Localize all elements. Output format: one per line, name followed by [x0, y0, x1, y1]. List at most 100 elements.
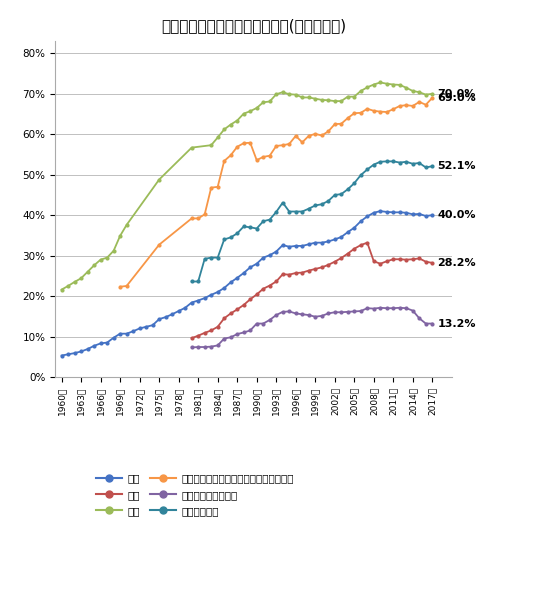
白人 — [247, 296, 253, 303]
アメリカンインディアン・アラスカなど — [117, 283, 123, 290]
アメリカンインディアン・アラスカなど — [344, 114, 351, 121]
ヒスパニック — [403, 158, 409, 166]
アメリカンインディアン・アラスカなど — [409, 102, 416, 110]
白人 — [351, 245, 358, 252]
アメリカンインディアン・アラスカなど — [299, 139, 306, 146]
アメリカンインディアン・アラスカなど — [214, 183, 221, 190]
ヒスパニック — [332, 191, 338, 198]
アジア・太平洋諸国 — [195, 343, 202, 350]
アジア・太平洋諸国 — [221, 335, 228, 342]
ヒスパニック — [228, 234, 234, 241]
ヒスパニック — [312, 202, 318, 209]
アジア・太平洋諸国 — [286, 308, 293, 315]
アメリカンインディアン・アラスカなど — [416, 98, 423, 105]
黒人 — [71, 279, 78, 286]
アメリカンインディアン・アラスカなど — [390, 105, 397, 112]
アジア・太平洋諸国 — [423, 320, 429, 327]
黒人 — [286, 91, 293, 98]
ヒスパニック — [429, 163, 436, 170]
ヒスパニック — [397, 159, 403, 166]
全体 — [370, 209, 377, 216]
アメリカンインディアン・アラスカなど — [247, 139, 253, 146]
アジア・太平洋諸国 — [409, 307, 416, 314]
黒人 — [305, 94, 312, 101]
アジア・太平洋諸国 — [299, 311, 306, 318]
白人 — [267, 282, 273, 289]
アメリカンインディアン・アラスカなど — [429, 94, 436, 101]
黒人 — [364, 84, 371, 91]
全体 — [429, 211, 436, 219]
アジア・太平洋諸国 — [332, 309, 338, 316]
アメリカンインディアン・アラスカなど — [383, 108, 390, 115]
アメリカンインディアン・アラスカなど — [377, 108, 383, 115]
アメリカンインディアン・アラスカなど — [260, 153, 267, 160]
白人 — [273, 278, 279, 285]
アジア・太平洋諸国 — [234, 330, 240, 337]
黒人 — [423, 91, 429, 98]
ヒスパニック — [338, 191, 344, 198]
白人 — [221, 315, 228, 322]
黒人 — [58, 286, 65, 293]
アメリカンインディアン・アラスカなど — [364, 105, 371, 112]
ヒスパニック — [344, 186, 351, 193]
黒人 — [221, 126, 228, 133]
白人 — [305, 267, 312, 274]
Line: 黒人: 黒人 — [60, 81, 434, 292]
白人 — [279, 271, 286, 278]
アジア・太平洋諸国 — [364, 305, 371, 312]
Text: 52.1%: 52.1% — [437, 161, 476, 171]
白人 — [383, 258, 390, 265]
Text: 40.0%: 40.0% — [437, 210, 476, 220]
アジア・太平洋諸国 — [188, 344, 195, 351]
黒人 — [383, 80, 390, 87]
黒人 — [247, 108, 253, 115]
Line: 全体: 全体 — [60, 209, 434, 358]
黒人 — [318, 97, 325, 104]
白人 — [403, 256, 409, 263]
黒人 — [104, 254, 110, 261]
黒人 — [344, 93, 351, 100]
Text: 13.2%: 13.2% — [437, 319, 476, 329]
ヒスパニック — [351, 180, 358, 187]
アジア・太平洋諸国 — [279, 308, 286, 315]
ヒスパニック — [240, 223, 247, 230]
アメリカンインディアン・アラスカなど — [338, 120, 344, 127]
ヒスパニック — [221, 236, 228, 243]
白人 — [214, 323, 221, 330]
アメリカンインディアン・アラスカなど — [188, 215, 195, 222]
白人 — [260, 285, 267, 292]
白人 — [364, 239, 371, 246]
アメリカンインディアン・アラスカなど — [286, 140, 293, 147]
白人 — [332, 258, 338, 265]
アメリカンインディアン・アラスカなど — [325, 128, 332, 135]
アジア・太平洋諸国 — [312, 313, 318, 320]
白人 — [188, 335, 195, 342]
全体 — [58, 352, 65, 359]
全体 — [149, 322, 156, 329]
アメリカンインディアン・アラスカなど — [201, 211, 208, 218]
ヒスパニック — [325, 197, 332, 204]
黒人 — [240, 110, 247, 117]
アジア・太平洋諸国 — [429, 320, 436, 327]
白人 — [397, 256, 403, 263]
黒人 — [65, 282, 72, 289]
アメリカンインディアン・アラスカなど — [312, 130, 318, 137]
黒人 — [351, 93, 358, 100]
アジア・太平洋諸国 — [293, 310, 299, 317]
アメリカンインディアン・アラスカなど — [253, 157, 260, 164]
黒人 — [156, 176, 163, 183]
アメリカンインディアン・アラスカなど — [318, 132, 325, 139]
ヒスパニック — [195, 278, 202, 285]
アジア・太平洋諸国 — [370, 305, 377, 312]
ヒスパニック — [247, 224, 253, 231]
黒人 — [234, 117, 240, 124]
ヒスパニック — [377, 158, 383, 166]
ヒスパニック — [318, 201, 325, 208]
ヒスパニック — [293, 208, 299, 215]
アジア・太平洋諸国 — [390, 305, 397, 312]
黒人 — [403, 84, 409, 91]
アメリカンインディアン・アラスカなど — [221, 157, 228, 164]
アジア・太平洋諸国 — [397, 305, 403, 312]
全体 — [332, 236, 338, 243]
アジア・太平洋諸国 — [416, 315, 423, 322]
